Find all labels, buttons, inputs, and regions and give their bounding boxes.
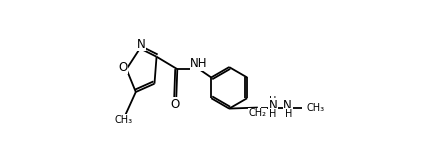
Text: CH₃: CH₃ <box>115 115 133 125</box>
Text: CH₃: CH₃ <box>306 103 325 113</box>
Text: O: O <box>171 98 180 111</box>
Text: N: N <box>269 99 277 112</box>
Text: N: N <box>136 38 145 51</box>
Text: N: N <box>283 99 292 112</box>
Text: CH₂: CH₂ <box>249 108 267 118</box>
Text: NH: NH <box>190 57 208 70</box>
Text: H: H <box>285 109 292 119</box>
Text: O: O <box>119 61 128 74</box>
Text: H: H <box>269 109 277 119</box>
Text: H: H <box>269 96 277 106</box>
